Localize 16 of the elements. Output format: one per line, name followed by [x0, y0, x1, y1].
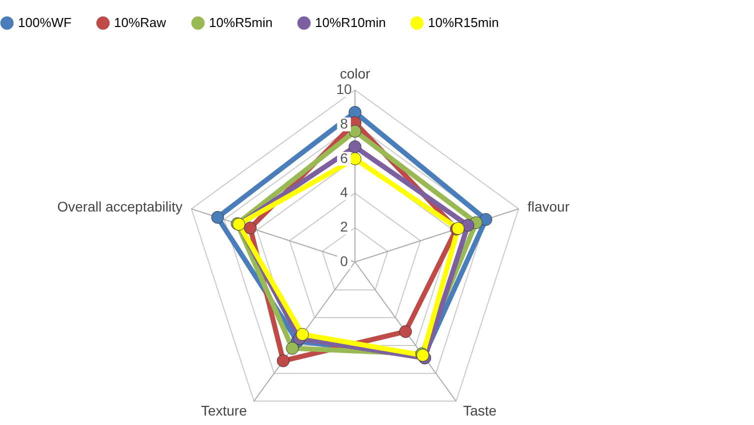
legend-label: 10%R5min: [209, 15, 273, 30]
y-tick-label: 10: [336, 81, 352, 97]
y-tick-label: 2: [340, 218, 348, 235]
spoke-label: flavour: [527, 198, 570, 214]
spoke-label: color: [340, 65, 371, 82]
legend-label: 10%R10min: [315, 15, 386, 30]
spoke-label: Texture: [200, 402, 248, 418]
y-tick-label: 4: [340, 184, 348, 200]
y-tick-label: 8: [340, 115, 348, 132]
legend-label: 10%Raw: [114, 15, 167, 30]
spoke-label: Overall acceptability: [57, 198, 183, 214]
spoke-label: Taste: [463, 402, 497, 418]
legend-label: 100%WF: [18, 15, 72, 30]
y-tick-label: 0: [340, 253, 348, 269]
legend-label: 10%R15min: [428, 15, 499, 30]
y-tick-label: 6: [340, 150, 348, 166]
